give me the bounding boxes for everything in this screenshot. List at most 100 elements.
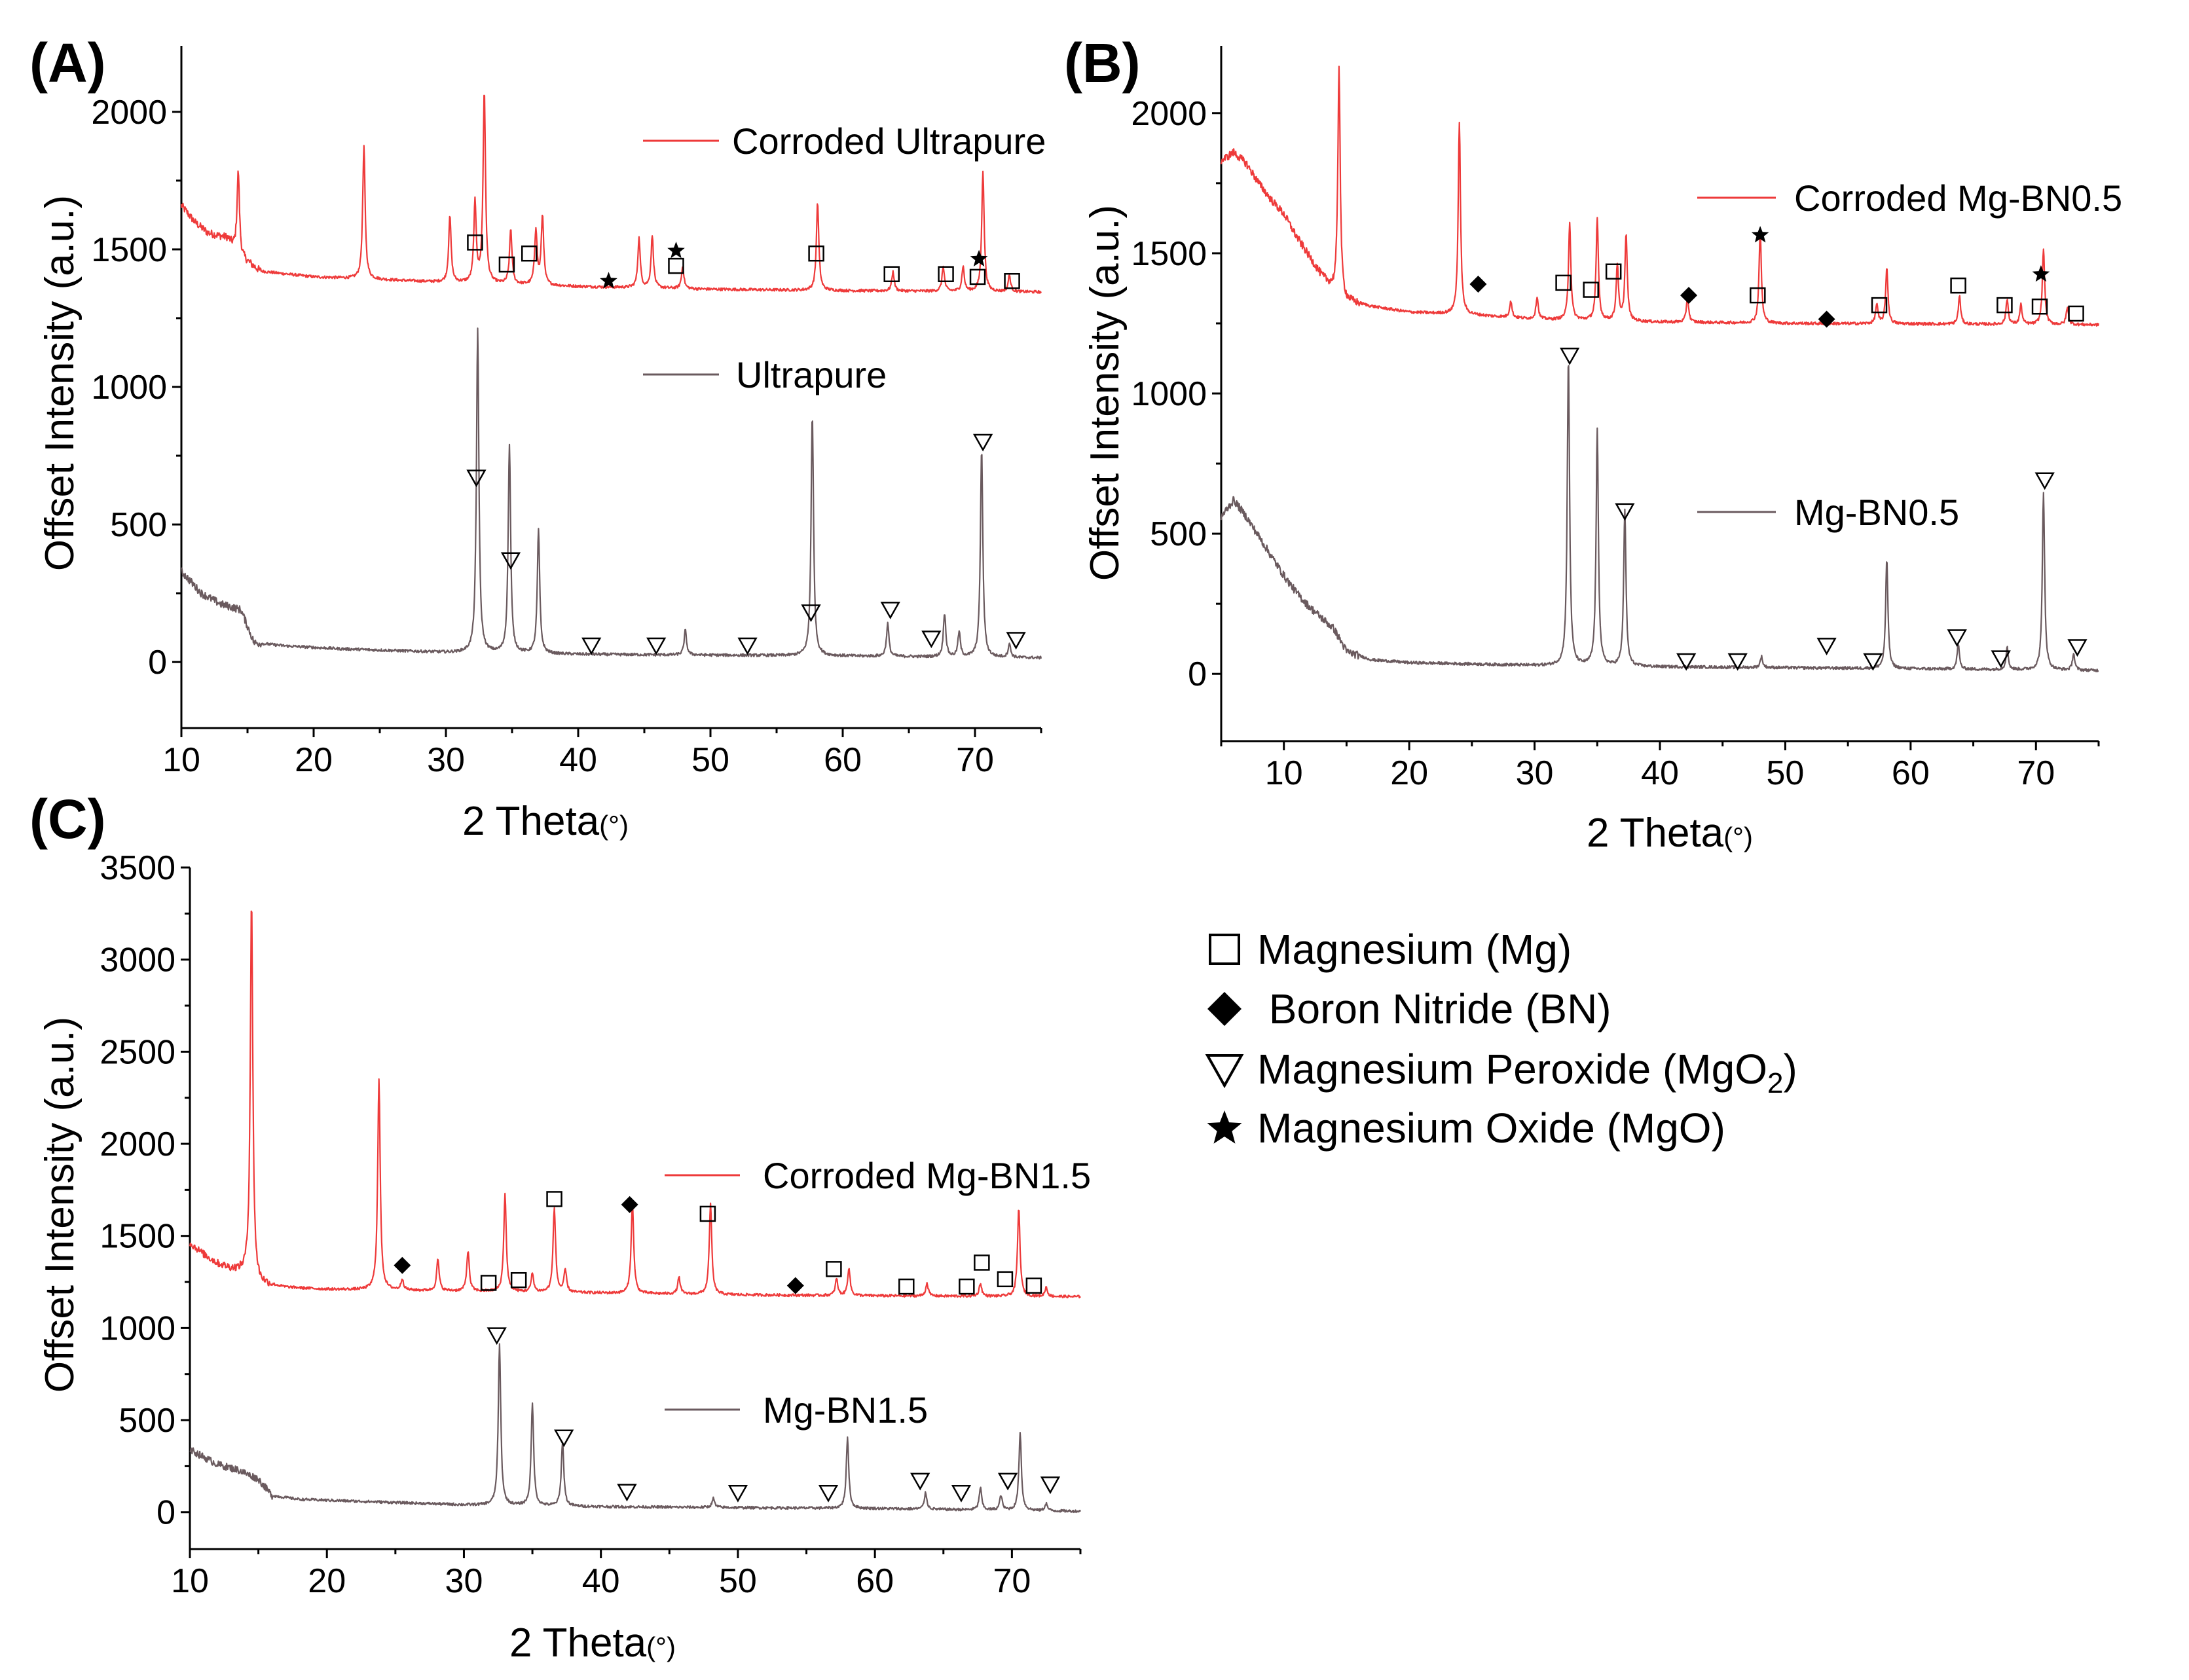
panel-c-mgo2-marker — [554, 1429, 574, 1448]
panel-c-mg-marker — [699, 1205, 716, 1222]
panel-a: (A) 0 500 1000 1500 2000 10 20 30 40 50 60 70 Offs… — [29, 32, 1046, 844]
panel-a-x-axis-label: 2 Theta(°) — [462, 799, 629, 844]
panel-b-x-tick-label: 70 — [2017, 754, 2055, 792]
panel-c-mg-marker — [997, 1271, 1014, 1288]
panel-b-x-axis-unit: (°) — [1723, 822, 1753, 852]
panel-b-mgo2-marker — [2067, 639, 2088, 657]
panel-c-trace-pristine — [189, 1343, 1081, 1514]
panel-a-legend-corroded: Corroded Ultrapure — [643, 120, 1046, 162]
panel-a-mg-marker — [969, 268, 986, 285]
panel-b-x-axis-title: 2 Theta — [1587, 811, 1724, 856]
panel-c-label: (C) — [29, 788, 106, 850]
panel-c-x-axis-unit: (°) — [646, 1632, 676, 1662]
panel-a-mgo2-marker — [466, 469, 487, 488]
panel-b-y-axis-label: Offset Intensity (a.u.) — [1082, 205, 1128, 581]
panel-c-x-tick-label: 20 — [308, 1562, 346, 1600]
panel-b-legend-pristine-label: Mg-BN0.5 — [1794, 492, 1959, 533]
panel-c-y-tick-label: 2500 — [100, 1033, 175, 1071]
panel-c-mg-marker — [959, 1278, 975, 1295]
panel-b-mgo2-marker — [1991, 650, 2011, 668]
panel-c-y-tick-label: 1500 — [100, 1218, 175, 1256]
panel-c-mg-marker — [1025, 1277, 1042, 1294]
panel-c-legend-corroded: Corroded Mg-BN1.5 — [665, 1155, 1091, 1196]
panel-c-mgo2-marker — [1040, 1476, 1061, 1495]
panel-c-mgo2-marker — [727, 1484, 748, 1503]
panel-c-y-axis-label: Offset Intensity (a.u.) — [37, 1017, 83, 1393]
panel-b-x-tick-label: 30 — [1516, 754, 1554, 792]
panel-a-mgo2-marker — [801, 604, 821, 623]
panel-c-x-tick-label: 10 — [171, 1562, 209, 1600]
panel-b-mgo-marker — [2032, 265, 2050, 282]
panel-b-mgo2-marker — [1863, 653, 1883, 671]
panel-b-x-tick-label: 20 — [1390, 754, 1428, 792]
panel-b-bn-marker — [1680, 287, 1698, 304]
panel-a-mg-marker — [883, 266, 900, 282]
panel-b-mgo2-marker — [1676, 653, 1697, 671]
panel-a-y-tick-label: 2000 — [91, 94, 167, 132]
panel-b-y-tick-label: 500 — [1150, 515, 1207, 553]
panel-b-legend-corroded: Corroded Mg-BN0.5 — [1697, 177, 2122, 219]
panel-b-legend-pristine: Mg-BN0.5 — [1697, 492, 1959, 533]
panel-b-bn-marker — [1818, 310, 1835, 328]
panel-c-bn-marker — [621, 1196, 638, 1213]
triangle-marker-icon — [1205, 1054, 1244, 1089]
panel-a-y-tick-label: 1000 — [91, 369, 167, 407]
panel-a-x-tick-label: 30 — [427, 741, 465, 779]
panel-b-y-tick-label: 2000 — [1131, 95, 1207, 133]
panel-c-mg-marker — [826, 1261, 842, 1277]
panel-b-mg-marker — [1583, 282, 1599, 298]
panel-b-label: (B) — [1064, 32, 1141, 94]
panel-a-legend-pristine: Ultrapure — [643, 354, 887, 395]
panel-c-y-tick-label: 2000 — [100, 1125, 175, 1163]
panel-b-x-tick-label: 60 — [1892, 754, 1930, 792]
panel-b-mgo2-marker — [1615, 503, 1635, 521]
panel-a-legend-pristine-label: Ultrapure — [736, 354, 887, 395]
panel-c-x-axis-title: 2 Theta — [509, 1620, 647, 1666]
panel-c-y-tick-label: 1000 — [100, 1309, 175, 1347]
panel-a-mg-marker — [668, 257, 684, 274]
panel-a-y-tick-label: 0 — [148, 644, 167, 682]
panel-c-x-tick-label: 40 — [582, 1562, 620, 1600]
panel-a-y-axis-label: Offset Intensity (a.u.) — [37, 195, 83, 571]
panel-b-trace-pristine — [1220, 365, 2099, 672]
panel-a-label: (A) — [29, 32, 106, 94]
panel-a-x-tick-label: 40 — [559, 741, 597, 779]
panel-b-y-tick-label: 0 — [1188, 655, 1207, 693]
panel-c-mg-marker — [480, 1275, 497, 1291]
panel-b-mg-marker — [2031, 299, 2048, 315]
key-label-magnesium: Magnesium (Mg) — [1257, 926, 1572, 973]
panel-c-mg-marker — [974, 1254, 990, 1271]
panel-a-mgo2-marker — [880, 602, 900, 619]
panel-a-x-axis-title: 2 Theta — [462, 799, 600, 844]
panel-c-x-tick-label: 70 — [993, 1562, 1031, 1600]
marker-key-legend: Magnesium (Mg) Boron Nitride (BN) Magnes… — [1205, 926, 1797, 1152]
panel-c-mgo2-marker — [951, 1484, 972, 1503]
panel-c-x-tick-label: 30 — [445, 1562, 483, 1600]
panel-b-legend-corroded-label: Corroded Mg-BN0.5 — [1794, 177, 2122, 219]
panel-c-x-tick-label: 60 — [856, 1562, 894, 1600]
panel-b-y-tick-label: 1500 — [1131, 235, 1207, 273]
key-row-magnesium-oxide: Magnesium Oxide (MgO) — [1207, 1105, 1725, 1152]
panel-c-mg-marker — [510, 1271, 527, 1288]
panel-a-mgo-marker — [600, 272, 617, 289]
panel-a-mgo-marker — [970, 249, 988, 266]
panel-c-x-axis-label: 2 Theta(°) — [509, 1620, 676, 1666]
panel-a-mgo2-marker — [921, 630, 942, 648]
panel-b-mgo2-marker — [1947, 629, 1967, 648]
panel-b-x-axis-label: 2 Theta(°) — [1587, 811, 1753, 856]
panel-b-x-tick-label: 50 — [1767, 754, 1805, 792]
panel-c-mg-marker — [898, 1278, 915, 1295]
panel-a-mg-marker — [521, 245, 538, 262]
panel-c-mgo2-marker — [818, 1484, 839, 1503]
panel-a-x-tick-label: 60 — [824, 741, 862, 779]
panel-a-y-tick-label: 500 — [110, 506, 167, 544]
panel-b-mg-marker — [1871, 297, 1888, 314]
panel-b-y-tick-label: 1000 — [1131, 375, 1207, 413]
panel-b-mgo-marker — [1751, 226, 1769, 243]
panel-a-mgo2-marker — [500, 552, 521, 570]
panel-b-bn-marker — [1469, 275, 1487, 293]
panel-c-x-tick-label: 50 — [719, 1562, 757, 1600]
panel-a-mg-marker — [808, 245, 824, 262]
panel-a-mgo2-marker — [972, 433, 993, 452]
